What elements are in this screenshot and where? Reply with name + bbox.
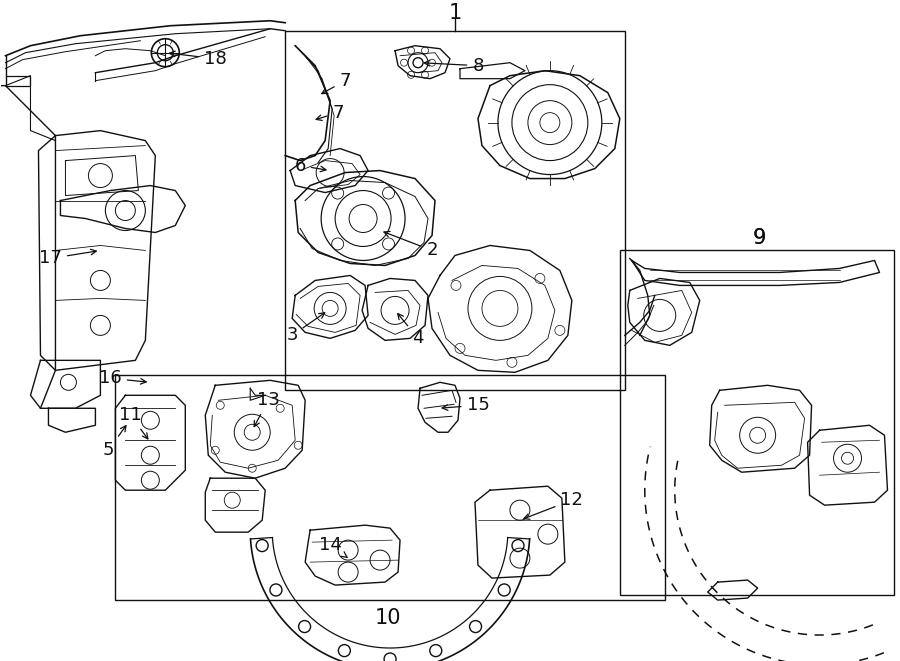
Text: 4: 4 (398, 313, 424, 348)
Text: 7: 7 (316, 104, 344, 122)
Text: 16: 16 (99, 369, 146, 387)
Text: 14: 14 (319, 536, 347, 557)
Text: 17: 17 (39, 249, 96, 268)
Bar (115, 375, 665, 600)
Text: 9: 9 (753, 229, 766, 249)
Bar (620, 251, 895, 595)
Bar (285, 30, 625, 390)
Text: 8: 8 (424, 57, 483, 75)
Text: 5: 5 (103, 426, 126, 459)
Text: 3: 3 (286, 313, 325, 344)
Text: 15: 15 (442, 397, 490, 414)
Text: 10: 10 (374, 608, 401, 628)
Text: 9: 9 (753, 229, 766, 249)
Text: 2: 2 (384, 231, 437, 260)
Text: 7: 7 (322, 71, 351, 94)
Text: 13: 13 (254, 391, 280, 426)
Text: 6: 6 (294, 157, 326, 175)
Text: 11: 11 (119, 407, 148, 439)
Text: 12: 12 (524, 491, 583, 520)
Text: 1: 1 (448, 3, 462, 22)
Text: 18: 18 (169, 50, 227, 67)
